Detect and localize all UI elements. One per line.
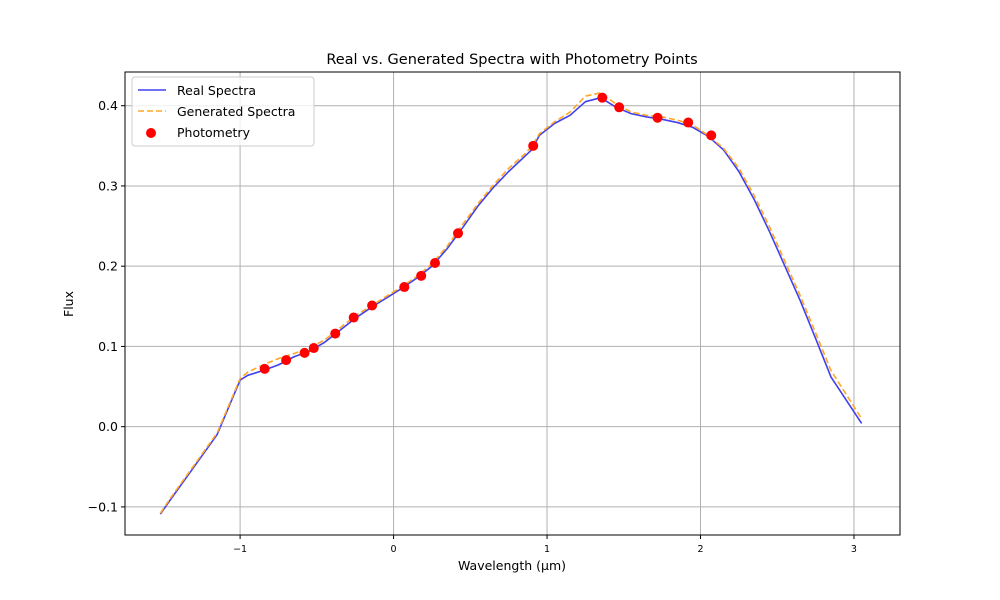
photometry-point [399,282,410,293]
photometry-point [348,312,359,323]
y-tick-label: 0.2 [98,259,118,274]
x-axis-ticks: −1 0 1 2 3 [233,535,857,555]
grid-lines [125,72,900,535]
photometry-point [614,102,625,113]
photometry-point [706,130,717,141]
plot-background [125,72,900,535]
legend-box [131,76,315,147]
photometry-point [652,112,663,123]
legend-photometry-label: Photometry [177,125,251,140]
x-tick-label: 0 [391,544,397,555]
y-tick-label: −0.1 [88,499,118,514]
y-tick-label: 0.1 [98,339,118,354]
generated-spectra-line [159,92,863,514]
y-axis-label: Flux [61,291,76,317]
plot-frame [124,71,901,536]
x-tick-label: 2 [697,544,703,555]
chart-title: Real vs. Generated Spectra with Photomet… [326,52,697,68]
y-tick-label: 0.0 [98,419,118,434]
photometry-point [330,328,341,339]
photometry-point [683,117,694,128]
legend-generated-label: Generated Spectra [177,104,295,119]
photometry-point [299,347,310,358]
photometry-point [259,363,270,374]
photometry-point [281,355,292,366]
x-tick-label: 1 [544,544,550,555]
photometry-points [259,92,717,374]
x-tick-label: −1 [233,544,247,555]
y-tick-label: 0.3 [98,178,118,193]
y-tick-label: 0.4 [98,98,118,113]
photometry-point [430,257,440,268]
x-tick-label: 3 [851,544,857,555]
legend: Real Spectra Generated Spectra Photometr… [131,76,315,147]
photometry-point [308,343,319,354]
y-axis-ticks: −0.1 0.0 0.1 0.2 0.3 0.4 [88,98,125,514]
photometry-point [597,92,608,103]
x-axis-label: Wavelength (μm) [458,558,566,573]
plot-area [124,71,901,536]
photometry-point [453,228,464,239]
photometry-point [367,300,378,311]
legend-photometry-swatch [146,128,156,138]
photometry-point [416,270,427,281]
legend-real-label: Real Spectra [177,83,256,98]
photometry-point [528,140,539,151]
